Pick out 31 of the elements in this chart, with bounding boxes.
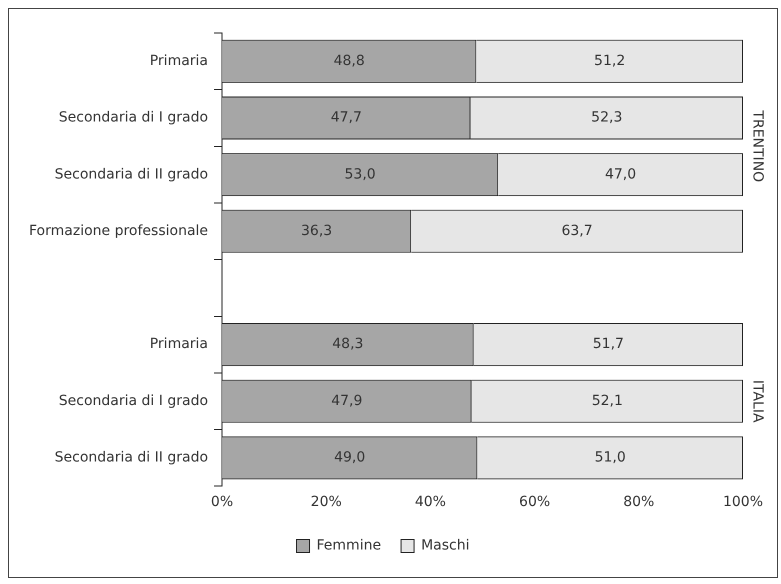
data-label: 51,2: [594, 52, 626, 69]
y-tick-label: Secondaria di II grado: [54, 450, 208, 466]
x-tick-label: 0%: [210, 494, 234, 510]
y-tick-label: Primaria: [150, 52, 208, 69]
data-label: 51,0: [594, 450, 626, 466]
legend-label: Femmine: [316, 538, 382, 554]
data-label: 36,3: [300, 222, 332, 239]
y-tick-label: Secondaria di I grado: [58, 392, 208, 409]
data-label: 53,0: [344, 166, 376, 182]
text: TRENTINO: [749, 109, 766, 182]
data-label: 47,0: [604, 166, 636, 182]
data-label: 51,7: [592, 336, 624, 352]
data-label: 63,7: [561, 222, 593, 239]
data-label: 48,3: [332, 336, 364, 352]
text: ITALIA: [749, 380, 766, 423]
data-label: 52,3: [591, 110, 622, 126]
x-tick-label: 20%: [310, 494, 342, 510]
x-tick-label: 100%: [722, 494, 764, 510]
data-label: 52,1: [592, 392, 623, 409]
data-label: 47,9: [331, 392, 362, 409]
y-tick-label: Secondaria di I grado: [58, 110, 208, 126]
legend-label: Maschi: [421, 538, 470, 554]
y-tick-label: Secondaria di II grado: [54, 166, 208, 182]
data-label: 47,7: [330, 110, 362, 126]
y-tick-label: Formazione professionale: [28, 222, 208, 239]
x-tick-label: 80%: [623, 494, 654, 510]
x-tick-label: 60%: [519, 494, 550, 510]
y-tick-label: Primaria: [150, 336, 208, 352]
data-label: 48,8: [334, 52, 365, 69]
data-label: 49,0: [334, 450, 366, 466]
x-tick-label: 40%: [414, 494, 446, 510]
